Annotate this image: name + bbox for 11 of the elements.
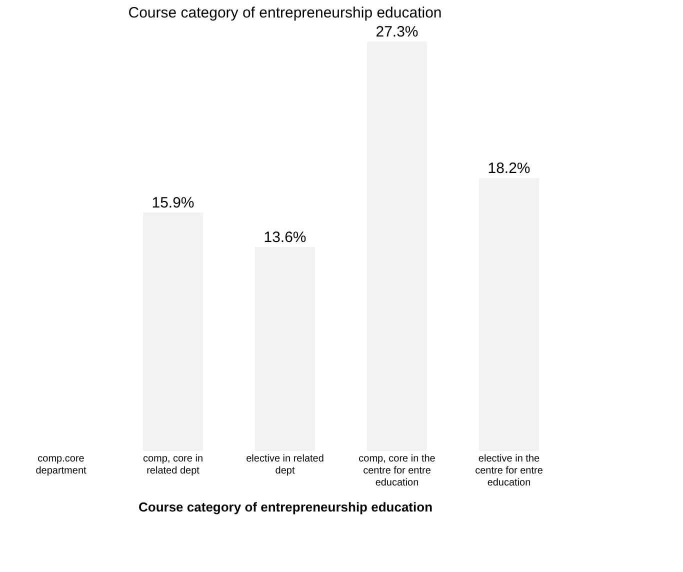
- x-tick-label: comp.core department: [36, 454, 87, 476]
- x-tick-label: comp, core in related dept: [142, 454, 204, 476]
- data-label: 13.6%: [264, 229, 306, 246]
- chart-title: Course category of entrepreneurship education: [128, 4, 442, 22]
- x-axis-title: Course category of entrepreneurship education: [138, 500, 433, 514]
- data-label: 18.2%: [488, 160, 530, 177]
- x-tick-label: elective in the centre for entre education: [475, 454, 544, 488]
- data-label: 15.9%: [152, 194, 194, 212]
- x-tick-label: comp, core in the centre for entre education: [358, 454, 436, 488]
- data-label: 27.3%: [376, 24, 418, 40]
- x-tick-label: elective in related dept: [246, 454, 324, 476]
